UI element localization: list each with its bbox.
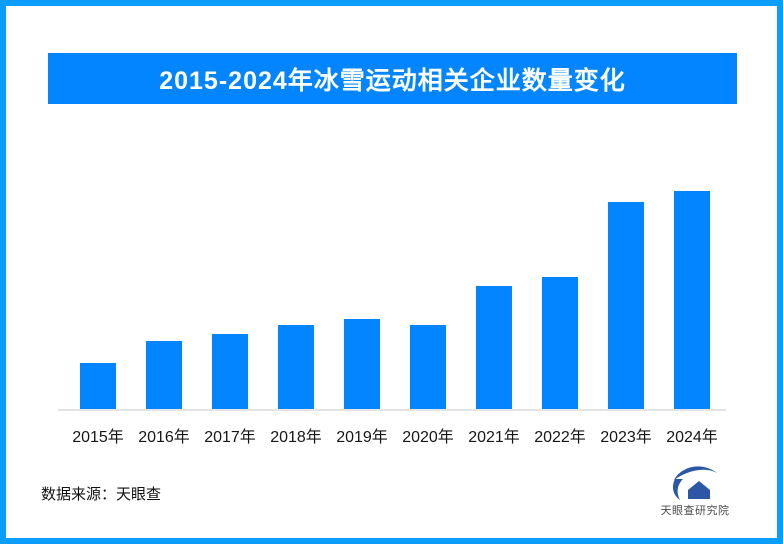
bar-2019年: [344, 319, 380, 411]
x-tick-label: 2021年: [468, 429, 520, 446]
data-source-note: 数据来源：天眼查: [41, 483, 161, 504]
brand-logo: 天眼查研究院: [661, 464, 729, 518]
bar-2016年: [146, 341, 182, 411]
x-tick-label: 2018年: [270, 429, 322, 446]
x-tick-label: 2024年: [666, 429, 718, 446]
bar-column: [65, 191, 131, 411]
x-tick-label: 2017年: [204, 429, 256, 446]
bar-2021年: [476, 286, 512, 411]
bar-column: [461, 191, 527, 411]
bar-column: [395, 191, 461, 411]
x-tick-label: 2015年: [72, 429, 124, 446]
bar-2018年: [278, 325, 314, 411]
bar-column: [659, 191, 725, 411]
tianyancha-eye-icon: [672, 466, 717, 500]
x-axis-line: [58, 409, 726, 411]
bar-column: [527, 191, 593, 411]
x-tick-label: 2019年: [336, 429, 388, 446]
bar-column: [329, 191, 395, 411]
bar-2024年: [674, 191, 710, 411]
x-tick-label: 2022年: [534, 429, 586, 446]
x-tick-label: 2020年: [402, 429, 454, 446]
bar-chart: [65, 191, 725, 411]
bar-2015年: [80, 363, 116, 411]
x-axis-labels: 2015年 2016年 2017年 2018年 2019年 2020年 2021年 2022年…: [65, 423, 725, 447]
x-tick-label: 2023年: [600, 429, 652, 446]
bar-2023年: [608, 202, 644, 411]
x-tick-label: 2016年: [138, 429, 190, 446]
chart-title: 2015-2024年冰雪运动相关企业数量变化: [159, 66, 626, 95]
bar-column: [197, 191, 263, 411]
bar-column: [263, 191, 329, 411]
title-banner: 2015-2024年冰雪运动相关企业数量变化: [48, 53, 737, 104]
bar-2022年: [542, 277, 578, 411]
bar-2017年: [212, 334, 248, 411]
brand-logo-label: 天眼查研究院: [660, 505, 730, 517]
bar-column: [131, 191, 197, 411]
bar-2020年: [410, 325, 446, 411]
data-source-label: 数据来源：天眼查: [41, 486, 162, 503]
bar-column: [593, 191, 659, 411]
